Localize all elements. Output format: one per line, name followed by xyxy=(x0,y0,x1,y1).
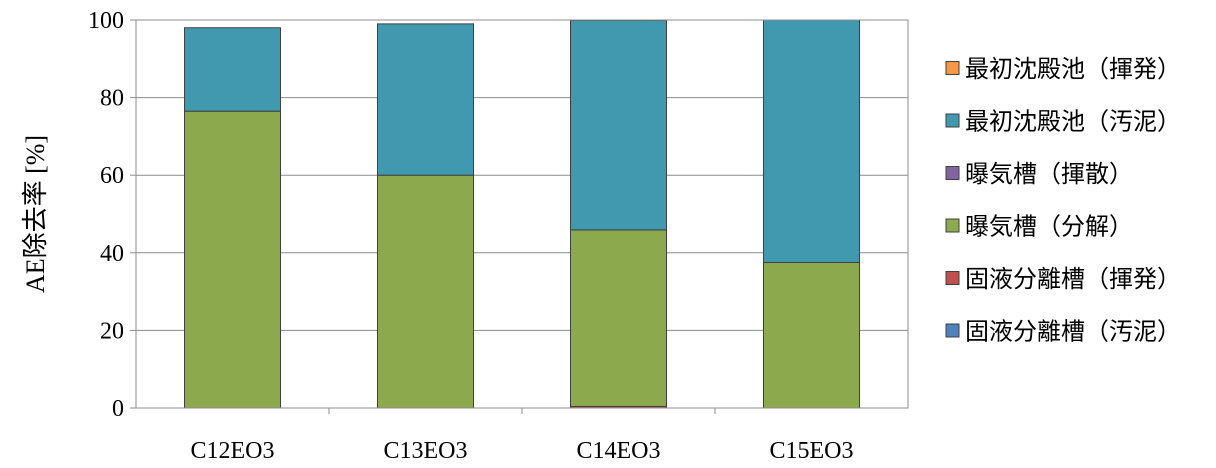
bar-segment-c12eo3-s4 xyxy=(184,27,281,112)
legend-swatch xyxy=(945,323,960,338)
x-tick-label: C14EO3 xyxy=(577,438,661,464)
legend-label: 固液分離槽（揮発） xyxy=(965,265,1181,293)
bar-segment-c14eo3-s4 xyxy=(570,19,667,231)
bar-segment-c14eo3-s2 xyxy=(570,229,667,407)
bar-segment-c13eo3-s2 xyxy=(377,174,474,409)
legend-label: 曝気槽（揮散） xyxy=(965,160,1133,188)
bar-segment-c15eo3-s4 xyxy=(763,19,860,263)
x-tick-label: C15EO3 xyxy=(770,438,854,464)
legend-swatch xyxy=(945,61,960,75)
bar-segment-c13eo3-s4 xyxy=(377,23,474,176)
y-tick-label: 100 xyxy=(88,8,124,34)
legend-label: 最初沈殿池（揮発） xyxy=(965,55,1181,83)
bar-segment-c15eo3-s2 xyxy=(763,262,860,409)
legend-label: 固液分離槽（汚泥） xyxy=(965,318,1181,346)
legend-label: 曝気槽（分解） xyxy=(965,213,1133,241)
y-tick-label: 40 xyxy=(100,241,124,267)
x-tick-label: C13EO3 xyxy=(384,438,468,464)
legend-label: 最初沈殿池（汚泥） xyxy=(965,108,1181,136)
axes xyxy=(130,19,909,414)
y-tick-label: 60 xyxy=(100,163,124,189)
legend-swatch xyxy=(945,271,960,285)
y-tick-label: 20 xyxy=(100,318,124,344)
y-tick-labels: 0 20 40 60 80 100 xyxy=(88,8,124,422)
bars xyxy=(184,19,860,409)
x-tick-labels: C12EO3 C13EO3 C14EO3 C15EO3 xyxy=(191,438,854,464)
bar-segment-c12eo3-s2 xyxy=(184,110,281,409)
legend-swatch xyxy=(945,166,960,180)
legend-swatch xyxy=(945,218,960,233)
y-tick-label: 80 xyxy=(100,86,124,112)
legend-swatch xyxy=(945,113,960,128)
legend: 最初沈殿池（揮発） 最初沈殿池（汚泥） 曝気槽（揮散） 曝気槽（分解） 固液分離槽（揮発… xyxy=(945,55,1181,346)
y-tick-label: 0 xyxy=(112,396,124,422)
y-axis-title: AE除去率 [%] xyxy=(21,135,50,293)
x-tick-label: C12EO3 xyxy=(191,438,275,464)
